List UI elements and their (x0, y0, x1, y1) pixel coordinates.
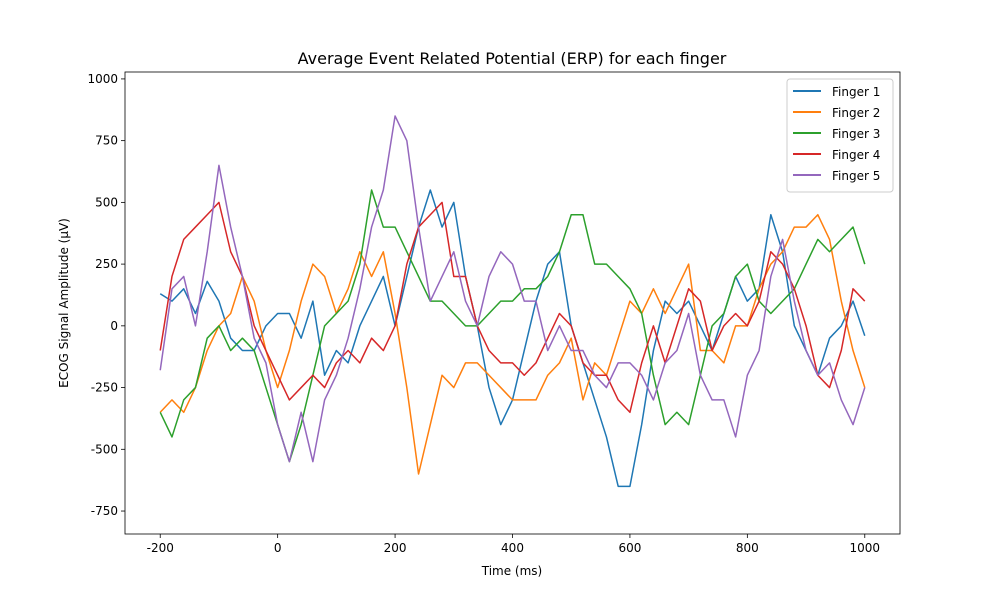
y-tick-label: 250 (95, 257, 118, 271)
x-tick-label: 400 (501, 541, 524, 555)
y-tick-label: 0 (110, 319, 118, 333)
x-axis-label: Time (ms) (481, 564, 543, 578)
series-line (159, 201, 866, 414)
plot-frame (124, 71, 901, 535)
legend-label: Finger 3 (832, 127, 880, 141)
y-tick-label: -500 (91, 442, 118, 456)
legend-label: Finger 4 (832, 148, 880, 162)
y-tick-label: -750 (91, 504, 118, 518)
legend-label: Finger 2 (832, 106, 880, 120)
legend-label: Finger 1 (832, 85, 880, 99)
legend-label: Finger 5 (832, 169, 880, 183)
x-tick-label: 800 (736, 541, 759, 555)
y-tick-label: -250 (91, 381, 118, 395)
y-tick-label: 1000 (87, 72, 118, 86)
x-tick-label: 0 (274, 541, 282, 555)
chart-title: Average Event Related Potential (ERP) fo… (298, 49, 727, 68)
y-tick-label: 750 (95, 134, 118, 148)
legend-box (786, 78, 894, 193)
series-line (159, 115, 866, 463)
x-tick-label: 600 (618, 541, 641, 555)
y-axis-label: ECOG Signal Amplitude (μV) (57, 218, 71, 388)
y-tick-label: 500 (95, 195, 118, 209)
x-tick-label: -200 (147, 541, 174, 555)
x-tick-label: 200 (384, 541, 407, 555)
x-tick-label: 1000 (849, 541, 880, 555)
